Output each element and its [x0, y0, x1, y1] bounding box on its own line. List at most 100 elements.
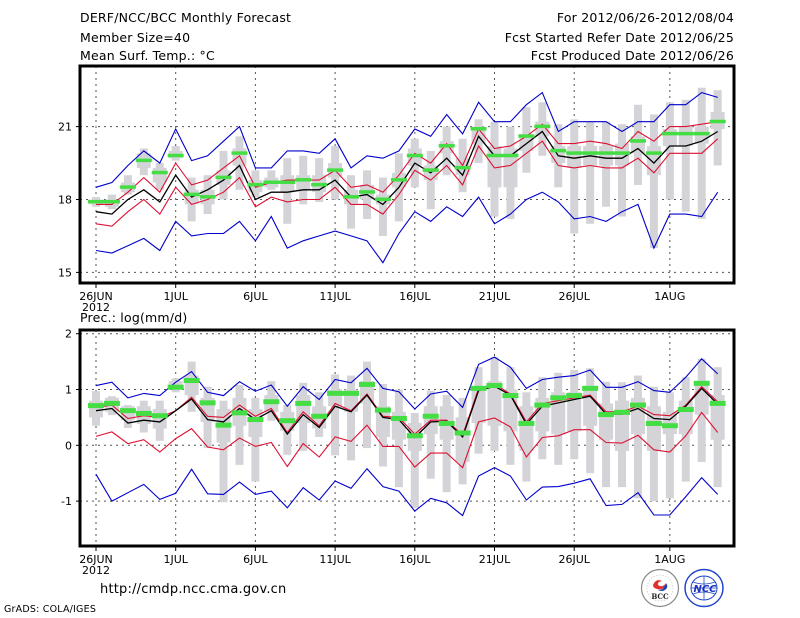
whisker-bar — [633, 375, 642, 499]
marker-dash — [167, 384, 184, 390]
box-bar — [646, 406, 661, 451]
x-tick-label: 1AUG — [654, 553, 685, 566]
y-tick-label: 2 — [65, 328, 72, 341]
marker-dash — [677, 407, 694, 413]
marker-dash — [88, 403, 104, 409]
marker-dash — [390, 415, 407, 421]
box-bar — [599, 146, 614, 166]
bcc-logo-text: BCC — [651, 592, 669, 601]
whisker-bar — [665, 392, 674, 499]
marker-dash — [454, 430, 471, 436]
x-tick-sublabel: 2012 — [82, 564, 110, 577]
x-tick-label: 16JUL — [399, 290, 431, 303]
marker-dash — [645, 420, 662, 426]
whisker-bar — [442, 395, 451, 493]
marker-dash — [199, 400, 216, 406]
whisker-bar — [410, 412, 419, 508]
marker-dash — [518, 420, 535, 426]
marker-dash — [311, 413, 328, 419]
whisker-bar — [665, 102, 674, 200]
series-max-line — [95, 91, 718, 188]
marker-dash — [693, 380, 710, 386]
x-tick-label: 1JUL — [163, 553, 188, 566]
marker-dash — [566, 151, 583, 155]
marker-dash — [502, 393, 519, 399]
marker-dash — [151, 413, 168, 419]
x-tick-label: 11JUL — [319, 290, 351, 303]
marker-dash — [534, 124, 551, 129]
marker-dash — [629, 402, 646, 408]
whisker-bar — [649, 114, 658, 249]
marker-dash — [709, 119, 726, 124]
y-tick-label: 0 — [65, 439, 72, 452]
box-bar — [471, 126, 486, 144]
top-variable-label: Mean Surf. Temp.: °C — [80, 48, 215, 63]
marker-dash — [231, 410, 248, 416]
chart-title: DERF/NCC/BCC Monthly Forecast — [80, 10, 292, 25]
box-bar — [678, 126, 693, 147]
marker-dash — [215, 175, 232, 180]
x-tick-label: 6JUL — [243, 290, 268, 303]
source-url[interactable]: http://cmdp.ncc.cma.gov.cn — [100, 582, 287, 597]
box-bar — [248, 409, 263, 437]
box-bar — [375, 406, 390, 437]
marker-dash — [247, 417, 264, 423]
member-size-label: Member Size=40 — [80, 30, 191, 45]
marker-dash — [343, 390, 360, 396]
marker-dash — [598, 151, 615, 155]
marker-dash — [438, 144, 455, 148]
marker-dash — [103, 400, 120, 406]
ncc-logo-text: NCC — [693, 584, 717, 595]
x-tick-label: 26JUN — [79, 553, 113, 566]
series-lower-line — [95, 411, 719, 469]
marker-dash — [374, 407, 391, 413]
series-upper-line — [96, 121, 718, 205]
marker-dash — [295, 400, 312, 406]
box-bar — [152, 167, 167, 183]
series-min-line — [95, 191, 719, 264]
whisker-bar — [681, 99, 690, 212]
marker-dash — [263, 180, 280, 184]
marker-dash — [295, 178, 312, 182]
marker-dash — [598, 412, 615, 418]
x-tick-sublabel: 2012 — [82, 301, 110, 314]
ncc-logo-icon: NCC — [684, 568, 724, 608]
marker-dash — [677, 131, 694, 136]
marker-dash — [343, 195, 360, 199]
marker-dash — [534, 402, 551, 408]
y-tick-label: 18 — [58, 194, 72, 207]
marker-dash — [358, 190, 375, 194]
marker-dash — [135, 158, 152, 163]
x-tick-label: 21JUL — [479, 290, 511, 303]
marker-dash — [645, 151, 662, 155]
marker-dash — [438, 420, 455, 426]
marker-dash — [566, 393, 583, 399]
marker-dash — [582, 151, 599, 155]
marker-dash — [661, 131, 678, 136]
bcc-logo-icon: BCC — [640, 568, 680, 608]
marker-dash — [327, 168, 344, 172]
marker-dash — [119, 185, 136, 189]
grads-credit: GrADS: COLA/IGES — [4, 604, 97, 615]
marker-dash — [518, 134, 535, 138]
box-bar — [567, 392, 582, 432]
marker-dash — [88, 199, 104, 204]
marker-dash — [103, 199, 120, 204]
bottom-variable-label: Prec.: log(mm/d) — [80, 310, 188, 325]
marker-dash — [199, 195, 216, 199]
series-min-line — [95, 466, 719, 517]
x-tick-label: 26JUL — [558, 290, 590, 303]
x-tick-label: 26JUL — [558, 553, 590, 566]
x-tick-label: 1JUL — [163, 290, 188, 303]
whisker-bar — [362, 361, 371, 449]
x-tick-label: 11JUL — [319, 553, 351, 566]
y-tick-label: 15 — [58, 266, 72, 279]
whisker-bar — [426, 390, 435, 479]
marker-dash — [151, 170, 168, 175]
marker-dash — [135, 410, 152, 416]
marker-dash — [486, 153, 503, 158]
marker-dash — [247, 182, 264, 187]
whisker-bar — [251, 397, 260, 482]
